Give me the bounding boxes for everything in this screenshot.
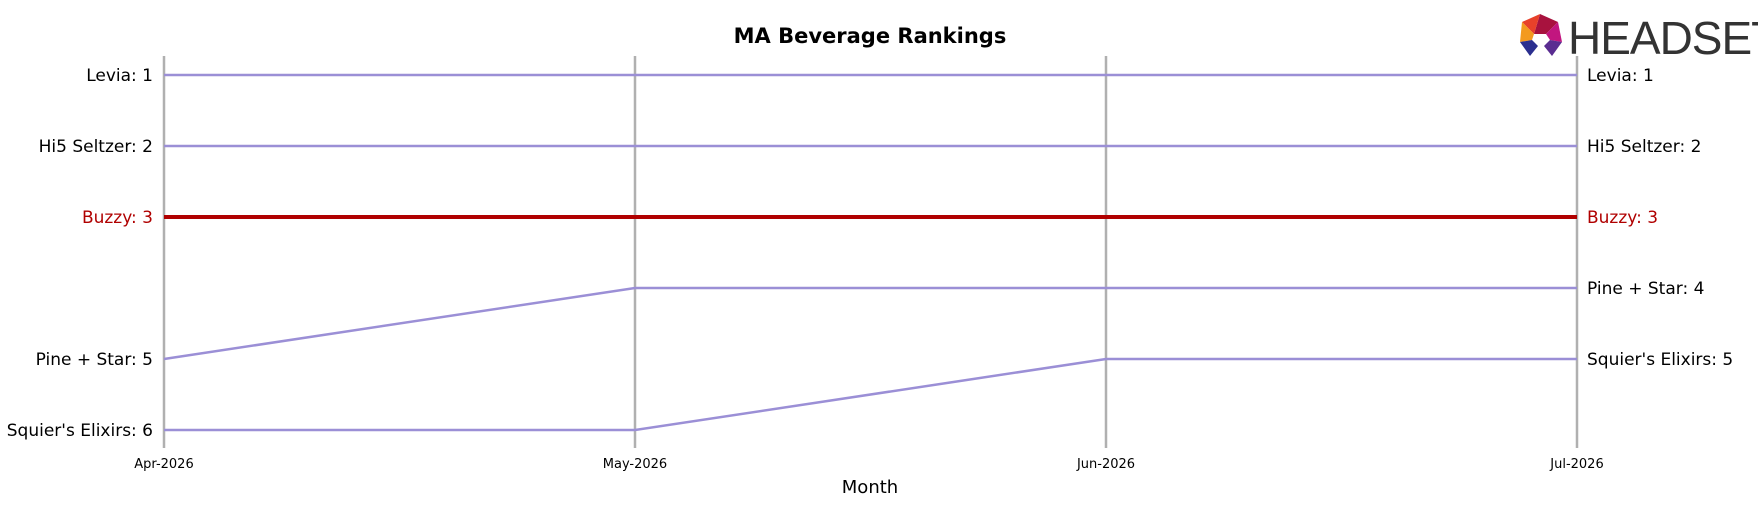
right-label: Hi5 Seltzer: 2 [1587,137,1701,157]
series-line-4 [163,286,1577,361]
left-label: Squier's Elixirs: 6 [7,421,153,441]
right-label: Pine + Star: 4 [1587,279,1704,299]
left-label: Pine + Star: 5 [36,350,153,370]
chart-title: MA Beverage Rankings [734,24,1007,48]
logo-wordmark: HEADSET [1568,12,1758,64]
x-tick-labels: Apr-2026 May-2026 Jun-2026 Jul-2026 [134,457,1603,472]
vertical-gridlines [162,56,1579,448]
x-tick-label: Jul-2026 [1549,457,1603,472]
right-rank-labels: Levia: 1 Hi5 Seltzer: 2 Buzzy: 3 Pine + Sta… [1587,66,1733,370]
left-label: Levia: 1 [86,66,153,86]
right-label: Squier's Elixirs: 5 [1587,350,1733,370]
left-label: Hi5 Seltzer: 2 [39,137,153,157]
headset-logo: HEADSET [1520,12,1758,64]
right-label: Buzzy: 3 [1587,208,1658,228]
x-tick-label: Jun-2026 [1076,457,1135,472]
logo-mark-icon [1520,14,1562,56]
series-lines [163,73,1577,432]
x-tick-label: May-2026 [603,457,667,472]
left-label: Buzzy: 3 [82,208,153,228]
right-label: Levia: 1 [1587,66,1654,86]
x-tick-label: Apr-2026 [134,457,193,472]
left-rank-labels: Levia: 1 Hi5 Seltzer: 2 Buzzy: 3 Pine + Sta… [7,66,153,441]
x-axis-label: Month [842,477,898,498]
series-line-5 [164,357,1577,432]
